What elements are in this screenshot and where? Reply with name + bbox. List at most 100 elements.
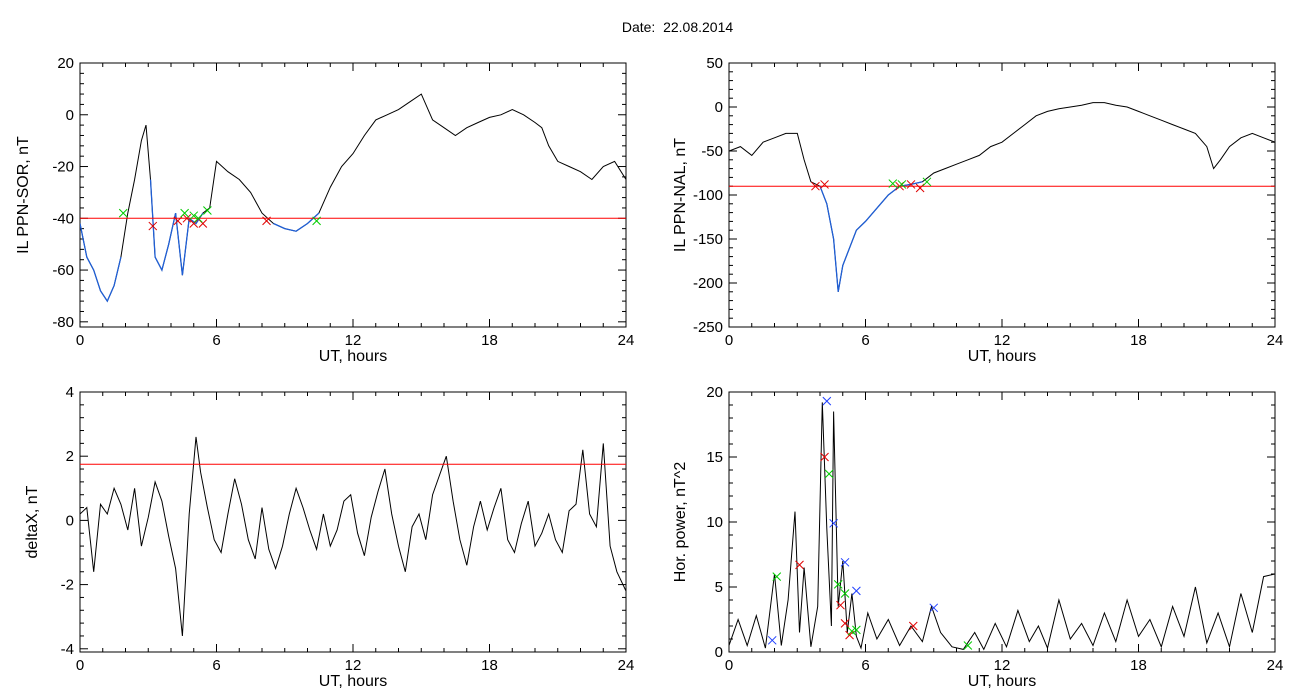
marker-blue bbox=[767, 635, 777, 645]
marker-green bbox=[772, 572, 782, 581]
x-axis-label: UT, hours bbox=[968, 348, 1036, 365]
marker-red bbox=[840, 619, 850, 628]
date-title: Date: 22.08.2014 bbox=[0, 19, 1300, 35]
date-label: Date: bbox=[621, 19, 656, 35]
marker-stroke bbox=[906, 180, 916, 189]
plot-frame bbox=[728, 62, 1276, 328]
plot-frame bbox=[728, 391, 1276, 653]
marker-stroke bbox=[840, 557, 850, 567]
marker-blue bbox=[929, 603, 939, 613]
y-axis-label: Hor. power, nT^2 bbox=[672, 462, 689, 583]
marker-stroke bbox=[840, 589, 850, 598]
y-tick-label: 4 bbox=[66, 384, 74, 401]
y-axis-label: deltaX, nT bbox=[24, 485, 41, 558]
marker-green bbox=[963, 641, 973, 650]
marker-stroke bbox=[148, 221, 158, 231]
x-tick-label: 24 bbox=[618, 657, 635, 674]
marker-stroke bbox=[833, 580, 843, 589]
marker-stroke bbox=[193, 213, 203, 223]
y-tick-label: 0 bbox=[715, 644, 723, 661]
marker-green bbox=[312, 216, 321, 226]
x-tick-label: 6 bbox=[861, 657, 869, 674]
marker-stroke bbox=[767, 635, 777, 645]
marker-green bbox=[193, 213, 203, 223]
marker-stroke bbox=[820, 180, 829, 189]
y-tick-label: 2 bbox=[66, 448, 74, 465]
y-tick-label: 50 bbox=[706, 55, 723, 72]
y-tick-label: -100 bbox=[693, 187, 723, 204]
marker-stroke bbox=[929, 603, 939, 613]
marker-red bbox=[182, 213, 192, 223]
marker-stroke bbox=[182, 213, 192, 223]
marker-blue bbox=[822, 396, 832, 406]
marker-stroke bbox=[118, 208, 128, 218]
marker-green bbox=[840, 589, 850, 598]
x-axis-label: UT, hours bbox=[319, 673, 387, 690]
marker-stroke bbox=[820, 452, 829, 462]
marker-stroke bbox=[897, 180, 907, 189]
marker-red bbox=[262, 216, 271, 226]
marker-blue bbox=[840, 557, 850, 567]
x-tick-label: 6 bbox=[212, 332, 220, 349]
marker-green bbox=[852, 625, 861, 635]
marker-red bbox=[795, 560, 804, 570]
chart-il-ppn-sor: 0 6 12 18 24 -80 -60 -40 -20 0 20 UT, hours IL PPN-S… bbox=[15, 55, 634, 365]
chart-hor-power: 0 6 12 18 24 0 5 10 15 20 UT, hours Hor. power, nT^… bbox=[672, 384, 1283, 690]
marker-green bbox=[180, 208, 190, 218]
marker-stroke bbox=[922, 177, 932, 187]
x-tick-label: 6 bbox=[212, 657, 220, 674]
marker-stroke bbox=[845, 630, 854, 640]
plot-frame bbox=[79, 62, 627, 328]
marker-red bbox=[173, 216, 183, 226]
y-tick-label: 5 bbox=[715, 579, 723, 596]
series-line bbox=[729, 402, 1275, 651]
marker-green bbox=[922, 177, 932, 187]
y-tick-label: 15 bbox=[706, 449, 723, 466]
x-tick-label: 0 bbox=[76, 657, 84, 674]
y-tick-label: -20 bbox=[52, 159, 74, 176]
marker-stroke bbox=[852, 586, 861, 596]
plot-frame bbox=[79, 391, 627, 653]
marker-stroke bbox=[852, 625, 861, 635]
x-tick-label: 24 bbox=[618, 332, 635, 349]
chart-il-ppn-nal: 0 6 12 18 24 -250 -200 -150 -100 -50 0 50 UT, hours I… bbox=[672, 55, 1283, 365]
marker-green bbox=[189, 211, 199, 221]
y-tick-label: -60 bbox=[52, 262, 74, 279]
x-tick-label: 12 bbox=[345, 332, 362, 349]
y-tick-label: -40 bbox=[52, 210, 74, 227]
x-tick-label: 18 bbox=[1130, 332, 1147, 349]
marker-green bbox=[118, 208, 128, 218]
marker-red bbox=[148, 221, 158, 231]
x-tick-label: 0 bbox=[725, 332, 733, 349]
y-tick-label: -2 bbox=[61, 577, 74, 594]
marker-blue bbox=[852, 586, 861, 596]
marker-stroke bbox=[836, 600, 845, 610]
x-tick-label: 12 bbox=[994, 657, 1011, 674]
marker-red bbox=[836, 600, 845, 610]
x-tick-label: 18 bbox=[481, 657, 498, 674]
x-axis-label: UT, hours bbox=[319, 348, 387, 365]
y-axis-label: IL PPN-SOR, nT bbox=[15, 136, 32, 254]
x-tick-label: 6 bbox=[861, 332, 869, 349]
x-tick-label: 24 bbox=[1267, 332, 1284, 349]
marker-red bbox=[845, 630, 854, 640]
x-tick-label: 0 bbox=[725, 657, 733, 674]
marker-stroke bbox=[840, 619, 850, 628]
marker-red bbox=[811, 181, 820, 191]
marker-stroke bbox=[795, 560, 804, 570]
marker-green bbox=[824, 469, 834, 479]
y-tick-label: -50 bbox=[701, 143, 723, 160]
x-tick-label: 12 bbox=[994, 332, 1011, 349]
marker-red bbox=[820, 180, 829, 189]
y-tick-label: 10 bbox=[706, 514, 723, 531]
marker-stroke bbox=[772, 572, 782, 581]
x-tick-label: 18 bbox=[1130, 657, 1147, 674]
marker-stroke bbox=[312, 216, 321, 226]
marker-stroke bbox=[822, 396, 832, 406]
marker-green bbox=[897, 180, 907, 189]
marker-stroke bbox=[203, 206, 212, 215]
marker-stroke bbox=[824, 469, 834, 479]
subset-line bbox=[80, 223, 122, 303]
